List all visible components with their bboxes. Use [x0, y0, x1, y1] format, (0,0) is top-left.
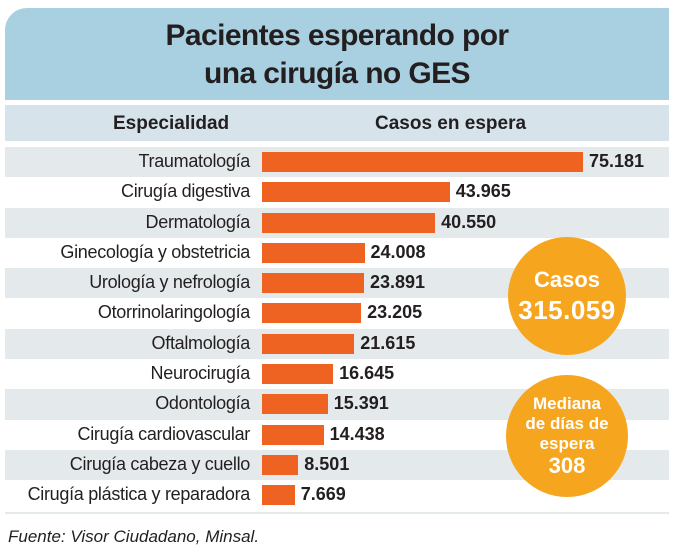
header-especialidad: Especialidad	[113, 113, 230, 134]
value-label: 15.391	[333, 393, 389, 414]
bar	[262, 364, 334, 385]
title-line-1: Pacientes esperando por	[165, 19, 510, 52]
column-header-row: Especialidad Casos en espera	[5, 105, 669, 141]
category-label: Traumatología	[138, 151, 251, 171]
chart-title: Pacientes esperando por una cirugía no G…	[5, 8, 669, 100]
bar-row: Neurocirugía 16.645	[5, 359, 669, 389]
value-label: 43.965	[455, 181, 511, 202]
total-label: Casos	[533, 267, 601, 292]
value-label: 75.181	[589, 151, 645, 171]
bar	[262, 152, 583, 172]
bar-row: Cirugía cardiovascular 14.438	[5, 420, 669, 450]
value-label: 21.615	[360, 332, 416, 353]
header-casos: Casos en espera	[375, 113, 527, 134]
bar	[262, 394, 328, 415]
bar	[262, 303, 362, 324]
category-label: Odontología	[155, 393, 250, 414]
median-days-badge: Mediana de días de espera 308	[506, 375, 628, 497]
value-label: 16.645	[339, 363, 395, 384]
title-line-2: una cirugía no GES	[204, 57, 471, 90]
category-label: Cirugía plástica y reparadora	[27, 484, 251, 505]
bar-row: Cirugía plástica y reparadora 7.669	[5, 480, 669, 510]
bar	[262, 182, 450, 203]
divider	[5, 512, 669, 514]
category-label: Cirugía cabeza y cuello	[69, 453, 251, 474]
median-label-3: espera	[539, 434, 595, 453]
bar-row: Traumatología 75.181	[5, 147, 669, 178]
bar	[262, 333, 355, 354]
category-label: Cirugía digestiva	[121, 181, 250, 202]
category-label: Urología y nefrología	[89, 272, 250, 293]
value-label: 24.008	[370, 241, 426, 262]
bar	[262, 454, 299, 475]
category-label: Oftalmología	[151, 332, 251, 353]
bar	[262, 273, 364, 294]
bar	[262, 212, 436, 233]
bar	[262, 424, 324, 445]
value-label: 23.205	[367, 302, 423, 323]
value-label: 14.438	[329, 423, 385, 444]
median-label-1: Mediana	[532, 394, 602, 413]
category-label: Dermatología	[145, 211, 251, 232]
bar-row: Cirugía digestiva 43.965	[5, 177, 669, 207]
value-label: 8.501	[304, 453, 350, 474]
bar-row: Cirugía cabeza y cuello 8.501	[5, 449, 669, 481]
category-label: Cirugía cardiovascular	[77, 423, 251, 444]
value-label: 40.550	[441, 211, 497, 232]
bar-row: Otorrinolaringología 23.205	[5, 298, 669, 328]
bar	[262, 242, 365, 263]
value-label: 7.669	[300, 484, 346, 505]
source-note: Fuente: Visor Ciudadano, Minsal.	[8, 527, 260, 546]
bar-row: Dermatología 40.550	[5, 207, 669, 238]
total-cases-badge: Casos 315.059	[508, 237, 626, 355]
total-value: 315.059	[518, 295, 616, 325]
value-label: 23.891	[370, 272, 426, 293]
bar-row: Ginecología y obstetricia 24.008	[5, 238, 669, 268]
median-value: 308	[548, 453, 586, 478]
category-label: Ginecología y obstetricia	[60, 241, 250, 262]
bar	[262, 485, 295, 506]
median-label-2: de días de	[525, 414, 609, 433]
category-label: Neurocirugía	[150, 363, 251, 384]
category-label: Otorrinolaringología	[97, 302, 250, 323]
